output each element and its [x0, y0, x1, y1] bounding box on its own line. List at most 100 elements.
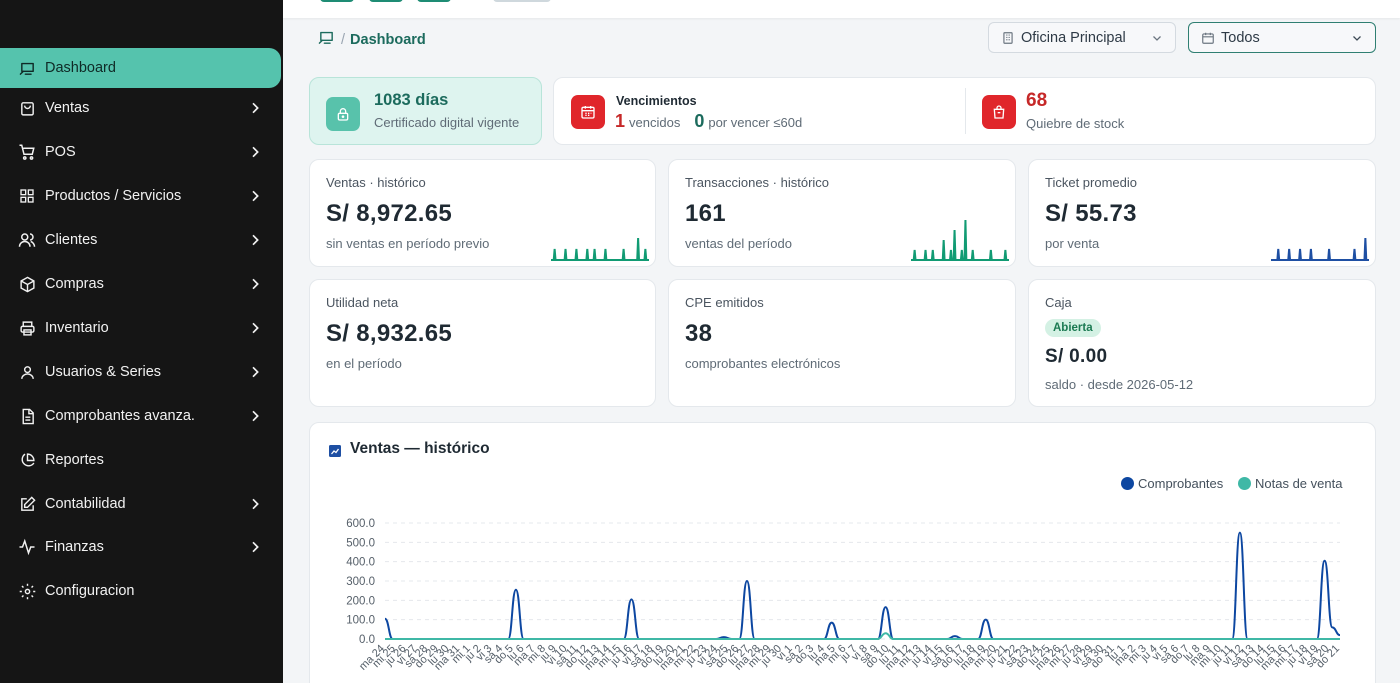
- legend-label: Notas de venta: [1255, 476, 1343, 491]
- chart-title: Ventas — histórico: [350, 440, 490, 457]
- document-icon: [18, 407, 36, 425]
- sidebar-item-ventas[interactable]: Ventas: [0, 88, 281, 128]
- kpi-transactions-card: Transacciones · histórico 161 ventas del…: [668, 159, 1016, 267]
- activity-icon: [18, 538, 36, 556]
- kpi-ticket-card: Ticket promedio S/ 55.73 por venta: [1028, 159, 1376, 267]
- expirations-counts: 1 vencidos 0 por vencer ≤60d: [615, 111, 802, 132]
- legend-label: Comprobantes: [1138, 476, 1224, 491]
- kpi-label: Caja: [1045, 295, 1072, 310]
- printer-icon: [18, 319, 36, 337]
- chevron-down-icon: [1351, 32, 1363, 44]
- sidebar-item-label: Configuracion: [45, 583, 135, 599]
- upcoming-label: por vencer ≤60d: [708, 115, 803, 130]
- period-select-value: Todos: [1221, 29, 1260, 46]
- y-tick-label: 0.0: [359, 634, 375, 646]
- sidebar-item-inventario[interactable]: Inventario: [0, 308, 281, 348]
- kpi-sub: por venta: [1045, 236, 1100, 251]
- sidebar-item-dashboard[interactable]: Dashboard: [0, 48, 281, 88]
- sidebar-item-label: Finanzas: [45, 539, 104, 555]
- breadcrumb-separator: /: [341, 31, 346, 48]
- kpi-cpe-card: CPE emitidos 38 comprobantes electrónico…: [668, 279, 1016, 407]
- expired-label: vencidos: [629, 115, 681, 130]
- y-tick-label: 500.0: [346, 537, 375, 549]
- divider: [965, 88, 966, 134]
- kpi-sales-card: Ventas · histórico S/ 8,972.65 sin venta…: [309, 159, 656, 267]
- sidebar-item-label: Clientes: [45, 232, 98, 248]
- building-icon: [1001, 31, 1015, 45]
- legend-swatch: [1121, 477, 1134, 490]
- sidebar-item-label: Reportes: [45, 452, 104, 468]
- kpi-value: S/ 55.73: [1045, 200, 1137, 227]
- users-icon: [18, 231, 36, 249]
- sidebar-item-finanzas[interactable]: Finanzas: [0, 527, 281, 567]
- kpi-value: 161: [685, 200, 726, 227]
- certificate-label: Certificado digital vigente: [374, 115, 520, 130]
- kpi-label: CPE emitidos: [685, 295, 764, 310]
- kpi-sub: en el período: [326, 356, 402, 371]
- chevron-right-icon: [247, 496, 263, 512]
- period-select[interactable]: Todos: [1188, 22, 1376, 53]
- kpi-label: Utilidad neta: [326, 295, 399, 310]
- transactions-sparkline: [911, 219, 1009, 261]
- chevron-right-icon: [247, 539, 263, 555]
- legend-item[interactable]: Comprobantes: [1121, 476, 1223, 491]
- top-header: [283, 0, 1400, 18]
- header-button[interactable]: [369, 0, 403, 2]
- kpi-label: Ticket promedio: [1045, 175, 1137, 190]
- sidebar-item-pos[interactable]: POS: [0, 132, 281, 172]
- kpi-sub: saldo · desde 2026-05-12: [1045, 377, 1194, 392]
- kpi-cash-card: Caja Abierta S/ 0.00 saldo · desde 2026-…: [1028, 279, 1376, 407]
- chevron-right-icon: [247, 232, 263, 248]
- alerts-card: Vencimientos 1 vencidos 0 por vencer ≤60…: [553, 77, 1376, 145]
- sidebar-item-clientes[interactable]: Clientes: [0, 220, 281, 260]
- edit-icon: [18, 495, 36, 513]
- status-badge: Abierta: [1045, 319, 1101, 337]
- kpi-sub: sin ventas en período previo: [326, 236, 490, 251]
- sparkline-path: [551, 237, 649, 261]
- header-button[interactable]: [493, 0, 551, 2]
- kpi-value: S/ 8,932.65: [326, 320, 453, 347]
- sparkline-path: [1271, 237, 1369, 261]
- certificate-days: 1083 días: [374, 91, 449, 109]
- breadcrumb-current[interactable]: Dashboard: [350, 31, 426, 48]
- expired-count: 1: [615, 111, 626, 131]
- chevron-right-icon: [247, 144, 263, 160]
- sidebar-item-label: POS: [45, 144, 76, 160]
- cart-icon: [18, 143, 36, 161]
- chart-line-icon: [329, 444, 341, 457]
- series-line-comprobantes[interactable]: [384, 531, 1341, 640]
- sidebar-item-comprobantes-avanza[interactable]: Comprobantes avanza.: [0, 396, 281, 436]
- sidebar-item-usuarios-series[interactable]: Usuarios & Series: [0, 352, 281, 392]
- header-button[interactable]: [417, 0, 451, 2]
- user-icon: [18, 363, 36, 381]
- kpi-value: 38: [685, 320, 713, 347]
- sidebar: Dashboard Ventas POS Productos / Servicios C…: [0, 0, 283, 683]
- branch-select[interactable]: Oficina Principal: [988, 22, 1176, 53]
- branch-select-value: Oficina Principal: [1021, 29, 1126, 46]
- shopping-bag-icon: [982, 95, 1016, 129]
- sales-sparkline: [551, 237, 649, 261]
- certificate-card: 1083 días Certificado digital vigente: [309, 77, 542, 145]
- chevron-right-icon: [247, 276, 263, 292]
- sidebar-item-label: Ventas: [45, 100, 90, 116]
- monitor-icon: [18, 59, 36, 77]
- legend-item[interactable]: Notas de venta: [1238, 476, 1342, 491]
- series-line-notas-de-venta[interactable]: [384, 632, 1340, 640]
- sparkline-path: [911, 219, 1009, 261]
- sidebar-item-configuracion[interactable]: Configuracion: [0, 571, 281, 611]
- sidebar-item-contabilidad[interactable]: Contabilidad: [0, 484, 281, 524]
- box-icon: [18, 275, 36, 293]
- sidebar-item-reportes[interactable]: Reportes: [0, 440, 281, 480]
- chevron-right-icon: [247, 188, 263, 204]
- kpi-sub: ventas del período: [685, 236, 792, 251]
- sidebar-item-compras[interactable]: Compras: [0, 264, 281, 304]
- breadcrumb: / Dashboard: [318, 29, 426, 50]
- y-tick-label: 300.0: [346, 576, 375, 588]
- y-tick-label: 100.0: [346, 615, 375, 627]
- stockout-label: Quiebre de stock: [1026, 116, 1125, 131]
- header-button[interactable]: [320, 0, 354, 2]
- kpi-profit-card: Utilidad neta S/ 8,932.65 en el período: [309, 279, 656, 407]
- sidebar-item-productos-servicios[interactable]: Productos / Servicios: [0, 176, 281, 216]
- chevron-down-icon: [1151, 32, 1163, 44]
